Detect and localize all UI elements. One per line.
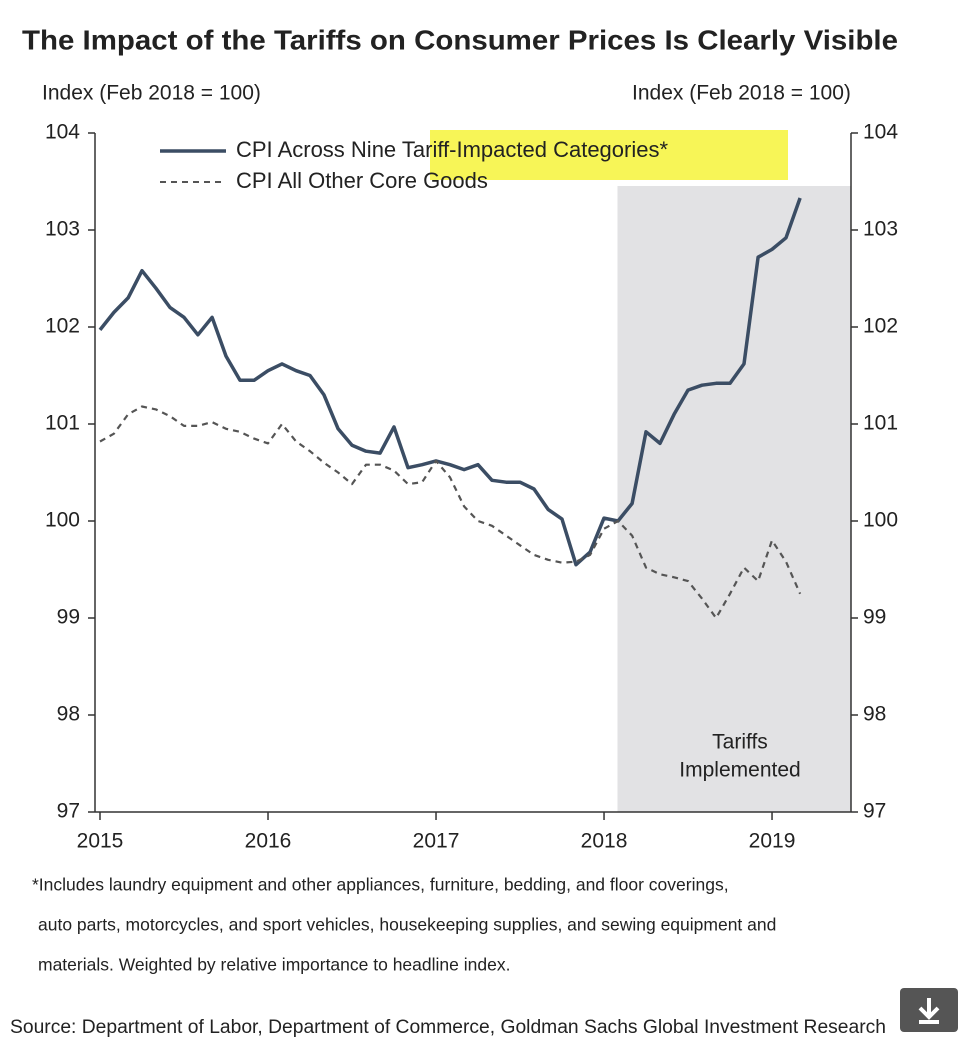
source: Source: Department of Labor, Department … [10,1017,886,1038]
y2-axis-label: Index (Feb 2018 = 100) [632,82,851,105]
legend-label: CPI Across Nine Tariff-Impacted Categori… [236,137,668,162]
y-tick-label: 103 [45,218,80,241]
y-tick-label: 100 [45,509,80,532]
x-tick-label: 2016 [245,830,292,853]
x-tick-label: 2017 [413,830,460,853]
y2-tick-label: 101 [863,412,898,435]
legend-label: CPI All Other Core Goods [236,168,488,193]
y2-tick-label: 99 [863,606,886,629]
download-icon [918,998,940,1024]
y2-tick-label: 100 [863,509,898,532]
shaded-label: Tariffs [712,731,768,754]
x-tick-label: 2018 [581,830,628,853]
y-axis-label: Index (Feb 2018 = 100) [42,82,261,105]
shaded-label: Implemented [679,759,800,782]
x-tick-label: 2015 [77,830,124,853]
y2-tick-label: 97 [863,800,886,823]
x-tick-label: 2019 [749,830,796,853]
y2-tick-label: 102 [863,315,898,338]
y2-tick-label: 103 [863,218,898,241]
y-tick-label: 98 [57,703,80,726]
series-line [99,405,802,620]
shaded-region [617,186,851,812]
highlight [430,130,788,180]
y-tick-label: 104 [45,121,80,144]
y-tick-label: 97 [57,800,80,823]
y-tick-label: 99 [57,606,80,629]
chart-title: The Impact of the Tariffs on Consumer Pr… [22,24,898,55]
footnote: auto parts, motorcycles, and sport vehic… [38,915,776,935]
y-tick-label: 101 [45,412,80,435]
series-line [98,197,802,567]
footnote: *Includes laundry equipment and other ap… [32,875,729,895]
y2-tick-label: 104 [863,121,898,144]
y2-tick-label: 98 [863,703,886,726]
y-tick-label: 102 [45,315,80,338]
footnote: materials. Weighted by relative importan… [38,955,510,975]
